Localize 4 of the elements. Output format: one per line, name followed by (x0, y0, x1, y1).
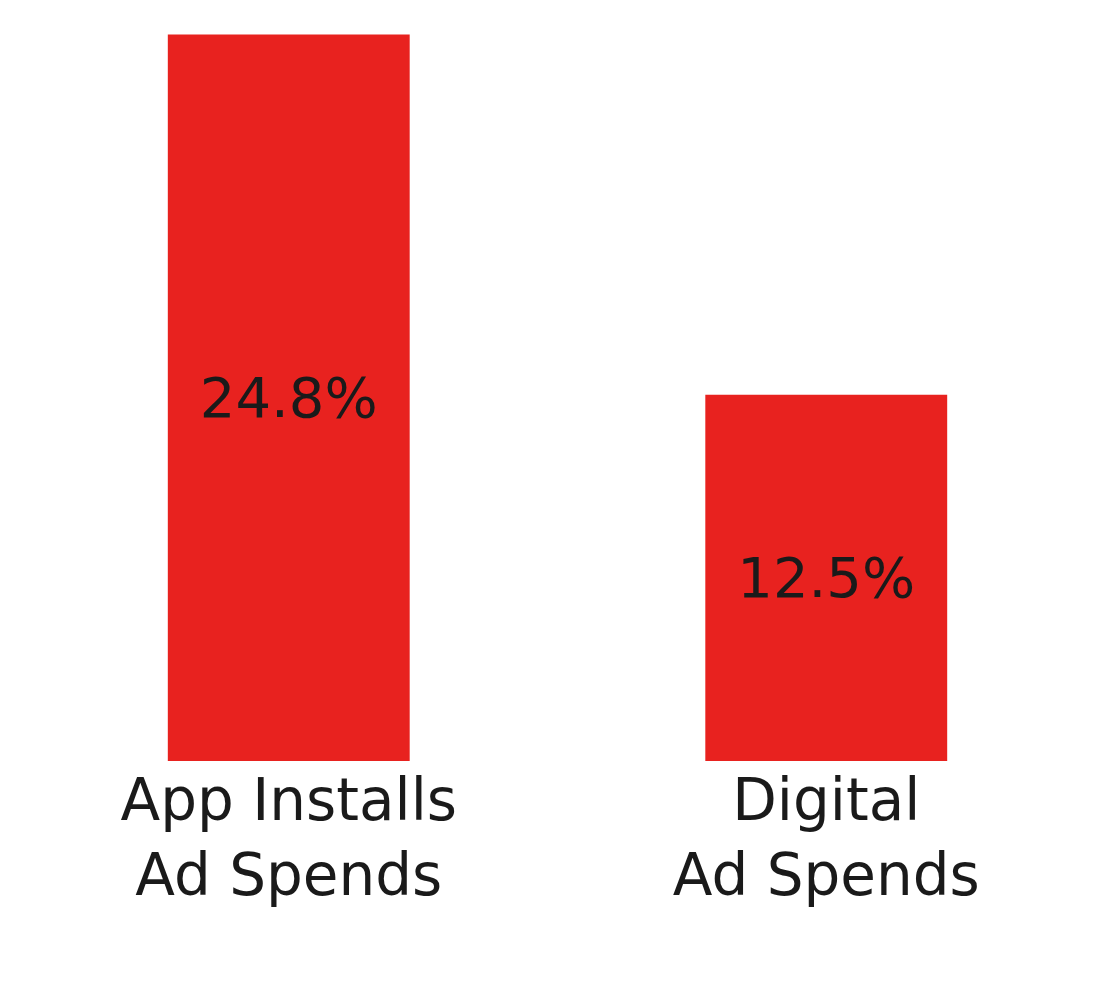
x-tick-label: App Installs Ad Spends (120, 766, 458, 910)
data-label: 12.5% (737, 545, 916, 611)
data-label: 24.8% (199, 365, 378, 431)
x-tick-label: Digital Ad Spends (672, 766, 980, 910)
